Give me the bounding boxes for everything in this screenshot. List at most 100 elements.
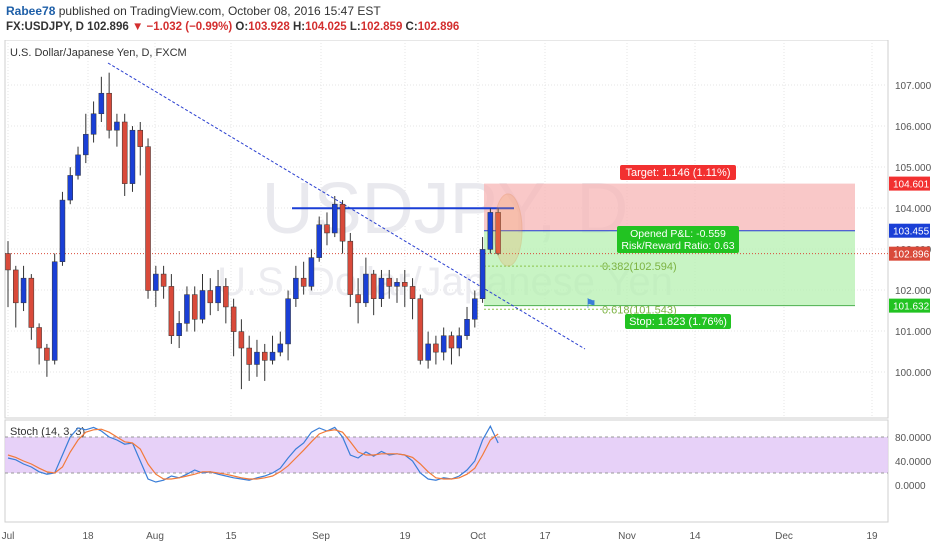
stop-label: Stop: 1.823 (1.76%) (629, 316, 727, 328)
candle-body (340, 204, 345, 241)
candle-body (13, 270, 18, 303)
stoch-tick-label: 0.0000 (895, 481, 926, 492)
price-tag-label: 102.896 (893, 250, 930, 261)
candle-body (216, 286, 221, 302)
candle-body (208, 291, 213, 303)
candle-body (68, 175, 73, 200)
candle-body (254, 352, 259, 364)
time-tick-label: Jul (2, 531, 15, 542)
candle-body (239, 332, 244, 348)
candle-body (146, 147, 151, 291)
price-tag-label: 104.601 (893, 180, 930, 191)
candle-body (480, 249, 485, 298)
open-label: O: (235, 21, 248, 33)
candle-body (371, 274, 376, 299)
target-label: Target: 1.146 (1.11%) (626, 167, 731, 179)
candle-body (200, 291, 205, 320)
candle-body (192, 295, 197, 320)
stoch-tick-label: 80.0000 (895, 433, 932, 444)
candle-body (278, 344, 283, 352)
fib-618-label: 0.618(101.543) (602, 304, 677, 316)
candle-body (402, 282, 407, 286)
candle-body (161, 274, 166, 286)
time-tick-label: 19 (866, 531, 878, 542)
price-tick-label: 105.000 (895, 163, 932, 174)
candle-body (44, 348, 49, 360)
candle-body (184, 295, 189, 324)
candle-body (21, 278, 26, 303)
candle-body (138, 130, 143, 146)
candle-body (348, 241, 353, 294)
candle-body (379, 278, 384, 299)
author-link[interactable]: Rabee78 (6, 4, 55, 18)
down-arrow-icon: ▼ (132, 21, 143, 33)
candle-body (488, 212, 493, 249)
pane-title: U.S. Dollar/Japanese Yen, D, FXCM (10, 47, 187, 59)
close-value: 102.896 (418, 21, 460, 33)
fib-382-label: 0.382(102.594) (602, 261, 677, 273)
candle-body (177, 323, 182, 335)
candle-body (449, 336, 454, 348)
ohlc-line: FX:USDJPY, D 102.896 ▼ −1.032 (−0.99%) O… (6, 21, 459, 33)
last-price: 102.896 (87, 21, 129, 33)
candle-body (83, 134, 88, 155)
price-tick-label: 104.000 (895, 204, 932, 215)
time-tick-label: Dec (775, 531, 793, 542)
candle-body (76, 155, 81, 176)
target-badge: Target: 1.146 (1.11%) (620, 165, 736, 180)
candle-body (324, 225, 329, 233)
candle-body (52, 262, 57, 361)
time-tick-label: 17 (539, 531, 551, 542)
candle-body (91, 114, 96, 135)
price-tick-label: 102.000 (895, 286, 932, 297)
candle-body (262, 352, 267, 360)
price-tag-label: 103.455 (893, 227, 930, 238)
stoch-tick-label: 40.0000 (895, 457, 932, 468)
price-tag: 102.896 (889, 247, 930, 261)
price-tag-label: 101.632 (893, 302, 930, 313)
candle-body (130, 130, 135, 183)
open-value: 103.928 (248, 21, 290, 33)
candle-body (122, 122, 127, 184)
candle-body (418, 299, 423, 361)
low-value: 102.859 (361, 21, 403, 33)
candle-body (153, 274, 158, 290)
candle-body (426, 344, 431, 360)
candle-body (107, 93, 112, 130)
price-tick-label: 106.000 (895, 122, 932, 133)
target-zone (484, 184, 855, 231)
publish-line: Rabee78 published on TradingView.com, Oc… (6, 4, 381, 18)
candle-body (356, 295, 361, 303)
time-tick-label: Sep (312, 531, 330, 542)
candle-body (114, 122, 119, 130)
price-tick-label: 107.000 (895, 81, 932, 92)
candle-body (301, 278, 306, 286)
highlight-ellipse (494, 194, 522, 266)
high-label: H: (293, 21, 305, 33)
candle-body (465, 319, 470, 335)
rr-label: Risk/Reward Ratio: 0.63 (621, 240, 734, 252)
time-tick-label: 15 (225, 531, 237, 542)
close-label: C: (406, 21, 418, 33)
candle-body (231, 307, 236, 332)
candle-body (472, 299, 477, 320)
time-tick-label: Oct (470, 531, 486, 542)
candle-body (293, 278, 298, 299)
flag-icon: ⚑ (585, 296, 597, 311)
candle-body (395, 282, 400, 286)
publish-text: published on TradingView.com, October 08… (59, 4, 381, 18)
candle-body (441, 336, 446, 352)
price-change: −1.032 (−0.99%) (147, 21, 233, 33)
candle-body (387, 278, 392, 286)
candle-body (309, 258, 314, 287)
price-tick-label: 101.000 (895, 327, 932, 338)
candle-body (60, 200, 65, 262)
candle-body (29, 278, 34, 327)
candle-body (37, 327, 42, 348)
time-tick-label: 14 (689, 531, 701, 542)
price-tag: 104.601 (889, 177, 930, 191)
candle-body (433, 344, 438, 352)
candle-body (169, 286, 174, 335)
